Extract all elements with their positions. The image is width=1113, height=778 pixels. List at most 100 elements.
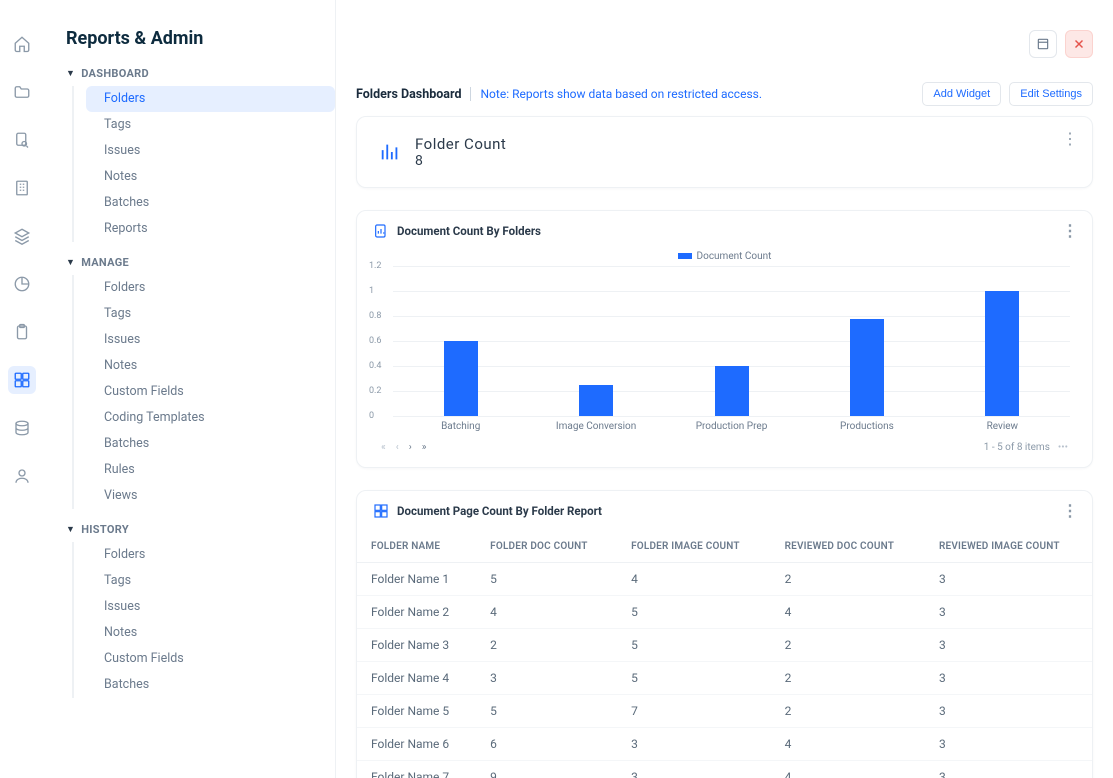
rail-layers[interactable] — [8, 222, 36, 250]
table-row[interactable]: Folder Name 32523 — [357, 629, 1092, 662]
table-row[interactable]: Folder Name 43523 — [357, 662, 1092, 695]
sidebar-item[interactable]: Issues — [86, 327, 335, 353]
sidebar-item[interactable]: Tags — [86, 112, 335, 138]
section-title: MANAGE — [81, 256, 129, 269]
bar[interactable] — [715, 366, 749, 416]
bar-column — [799, 266, 934, 416]
y-tick-label: 0 — [369, 411, 374, 421]
sidebar-item[interactable]: Notes — [86, 620, 335, 646]
x-tick-label: Review — [935, 416, 1070, 432]
bar-column — [664, 266, 799, 416]
column-header[interactable]: FOLDER NAME — [357, 531, 476, 563]
sidebar-item[interactable]: Tags — [86, 301, 335, 327]
rail-building[interactable] — [8, 174, 36, 202]
rail-clipboard[interactable] — [8, 318, 36, 346]
table-cell: 3 — [617, 728, 771, 761]
table-cell: 5 — [617, 662, 771, 695]
folder-icon — [13, 83, 31, 101]
pie-icon — [13, 275, 31, 293]
sidebar-item[interactable]: Batches — [86, 190, 335, 216]
column-header[interactable]: REVIEWED DOC COUNT — [771, 531, 925, 563]
maximize-button[interactable] — [1029, 30, 1057, 58]
sidebar-item[interactable]: Custom Fields — [86, 379, 335, 405]
pager-more[interactable]: ••• — [1058, 442, 1068, 453]
kpi-title: Folder Count — [415, 135, 506, 153]
sidebar-item[interactable]: Tags — [86, 568, 335, 594]
y-tick-label: 0.6 — [369, 336, 382, 346]
table-cell: 2 — [771, 629, 925, 662]
card-menu-button[interactable]: ⋮ — [1062, 221, 1078, 240]
sidebar-item[interactable]: Batches — [86, 431, 335, 457]
table-row[interactable]: Folder Name 79343 — [357, 761, 1092, 778]
bar-column — [528, 266, 663, 416]
pager-prev[interactable]: ‹ — [396, 442, 399, 453]
table-row[interactable]: Folder Name 24543 — [357, 596, 1092, 629]
table-body: Folder Name 15423Folder Name 24543Folder… — [357, 563, 1092, 778]
column-header[interactable]: REVIEWED IMAGE COUNT — [925, 531, 1092, 563]
main-panel: Folders Dashboard Note: Reports show dat… — [336, 0, 1113, 778]
table-row[interactable]: Folder Name 55723 — [357, 695, 1092, 728]
y-tick-label: 0.8 — [369, 311, 382, 321]
table-cell: 4 — [771, 596, 925, 629]
section-header[interactable]: ▼DASHBOARD — [66, 67, 335, 80]
sidebar-item[interactable]: Notes — [86, 353, 335, 379]
maximize-icon — [1036, 37, 1050, 51]
sidebar-item[interactable]: Rules — [86, 457, 335, 483]
sidebar-item[interactable]: Folders — [86, 542, 335, 568]
rail-home[interactable] — [8, 30, 36, 58]
table-row[interactable]: Folder Name 15423 — [357, 563, 1092, 596]
bar[interactable] — [985, 291, 1019, 416]
section-header[interactable]: ▼ MANAGE — [66, 256, 335, 269]
sidebar-item[interactable]: Batches — [86, 672, 335, 698]
table-cell: Folder Name 7 — [357, 761, 476, 778]
table-cell: 2 — [771, 695, 925, 728]
pager-first[interactable]: « — [381, 442, 386, 453]
add-widget-button[interactable]: Add Widget — [922, 82, 1001, 106]
caret-down-icon: ▼ — [66, 257, 75, 268]
dashboard-icon — [13, 371, 31, 389]
table-cell: 4 — [617, 563, 771, 596]
sidebar-item[interactable]: Folders — [86, 275, 335, 301]
bar[interactable] — [444, 341, 478, 416]
dashboard-title: Folders Dashboard — [356, 87, 462, 102]
section-title: HISTORY — [81, 523, 129, 536]
table-cell: 7 — [617, 695, 771, 728]
rail-pie[interactable] — [8, 270, 36, 298]
rail-folder[interactable] — [8, 78, 36, 106]
user-icon — [13, 467, 31, 485]
bars-container — [393, 266, 1070, 416]
rail-search-doc[interactable] — [8, 126, 36, 154]
bar[interactable] — [850, 319, 884, 417]
rail-dashboard[interactable] — [8, 366, 36, 394]
edit-settings-button[interactable]: Edit Settings — [1009, 82, 1093, 106]
pager-next[interactable]: › — [409, 442, 412, 453]
close-button[interactable] — [1065, 30, 1093, 58]
table-row[interactable]: Folder Name 66343 — [357, 728, 1092, 761]
table-cell: Folder Name 6 — [357, 728, 476, 761]
sidebar-item[interactable]: Issues — [86, 138, 335, 164]
sidebar-item[interactable]: Coding Templates — [86, 405, 335, 431]
sidebar-item[interactable]: Issues — [86, 594, 335, 620]
pager-last[interactable]: » — [422, 442, 427, 453]
sidebar-item[interactable]: Folders — [86, 86, 335, 112]
rail-database[interactable] — [8, 414, 36, 442]
page-title: Reports & Admin — [66, 28, 335, 49]
card-menu-button[interactable]: ⋮ — [1062, 129, 1078, 148]
kpi-value: 8 — [415, 153, 506, 169]
database-icon — [13, 419, 31, 437]
column-header[interactable]: FOLDER DOC COUNT — [476, 531, 617, 563]
table-cell: Folder Name 3 — [357, 629, 476, 662]
rail-user[interactable] — [8, 462, 36, 490]
sidebar-item[interactable]: Custom Fields — [86, 646, 335, 672]
layers-icon — [13, 227, 31, 245]
table-cell: 4 — [476, 596, 617, 629]
table-cell: 3 — [476, 662, 617, 695]
sidebar-item[interactable]: Views — [86, 483, 335, 509]
sidebar-item[interactable]: Notes — [86, 164, 335, 190]
column-header[interactable]: FOLDER IMAGE COUNT — [617, 531, 771, 563]
card-menu-button[interactable]: ⋮ — [1062, 501, 1078, 520]
grid-line — [393, 416, 1070, 417]
section-header[interactable]: ▼HISTORY — [66, 523, 335, 536]
bar[interactable] — [579, 385, 613, 416]
sidebar-item[interactable]: Reports — [86, 216, 335, 242]
